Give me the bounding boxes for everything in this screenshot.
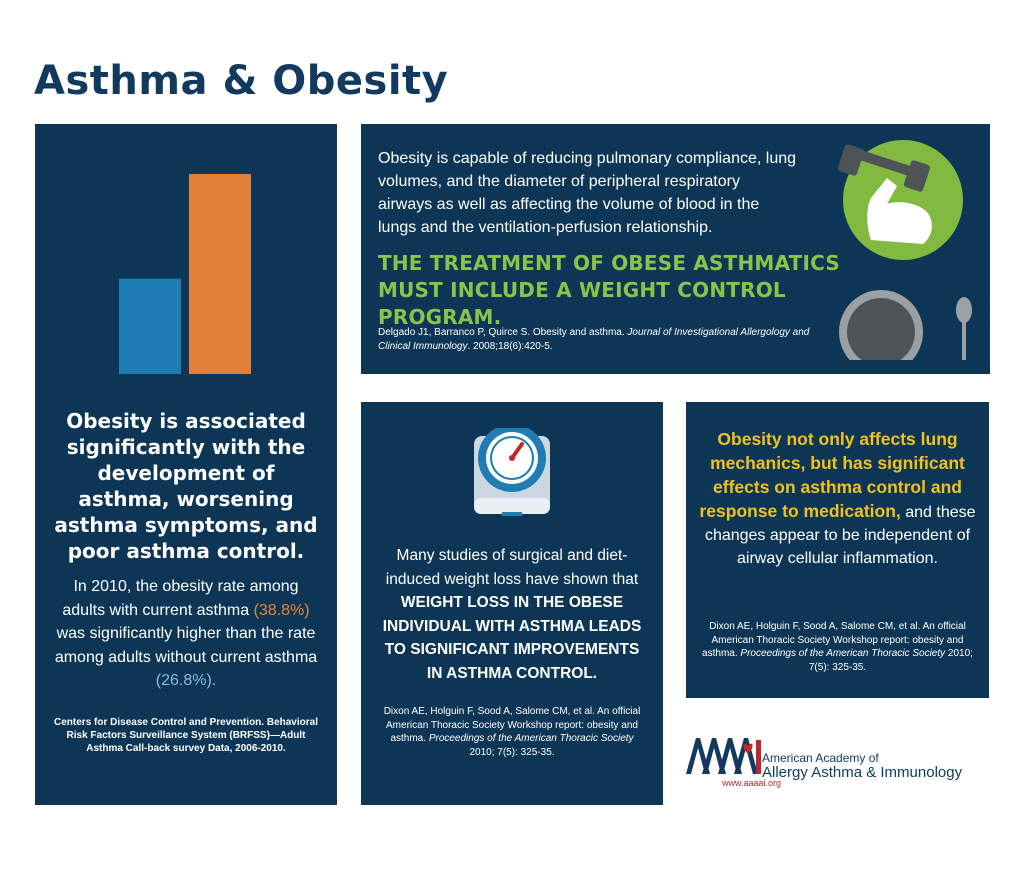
logo-name-line2: Allergy Asthma & Immunology (762, 764, 963, 781)
left-body: In 2010, the obesity rate among adults w… (51, 575, 321, 693)
mid-cite-details: 2010; 7(5): 325-35. (469, 746, 555, 758)
dumbbell-arm-icon (837, 140, 963, 260)
mid-body: Many studies of surgical and diet-induce… (375, 544, 649, 685)
weight-loss-panel: Many studies of surgical and diet-induce… (361, 402, 663, 805)
top-body: Obesity is capable of reducing pulmonary… (378, 150, 797, 236)
mid-cite-journal: Proceedings of the American Thoracic Soc… (428, 733, 634, 744)
top-cite-details: . 2008;18(6):420-5. (467, 341, 553, 352)
mid-cite-authors: Dixon AE, Holguin F, Sood A, Salome CM, … (383, 706, 641, 744)
right-cite-details: 2010; 7(5): 325-35. (808, 648, 973, 673)
top-cite-authors: Delgado J1, Barranco P, Quirce S. Obesit… (378, 327, 628, 338)
fitness-graphic (837, 140, 972, 360)
right-highlight: Obesity not only affects lung mechanics,… (699, 429, 965, 521)
weight-control-callout: THE TREATMENT OF OBESE ASTHMATICS MUST I… (378, 251, 840, 329)
left-body-prefix: In 2010, the obesity rate among adults w… (62, 578, 299, 619)
right-citation: Dixon AE, Holguin F, Sood A, Salome CM, … (700, 620, 975, 674)
left-body-middle: was significantly higher than the rate a… (54, 625, 318, 666)
left-citation: Centers for Disease Control and Preventi… (54, 717, 318, 754)
top-citation: Delgado J1, Barranco P, Quirce S. Obesit… (378, 326, 818, 354)
aaaai-logo[interactable]: www.aaaai.org American Academy of Allerg… (686, 736, 991, 792)
right-body: Obesity not only affects lung mechanics,… (698, 428, 977, 570)
spoon-icon (956, 297, 972, 360)
obesity-rate-bar-chart (119, 174, 251, 374)
lung-mechanics-panel: Obesity not only affects lung mechanics,… (686, 402, 989, 698)
bar-without-asthma (119, 278, 181, 374)
pulmonary-effects-panel: Obesity is capable of reducing pulmonary… (361, 124, 990, 374)
logo-name-line1: American Academy of (762, 751, 879, 765)
mid-citation: Dixon AE, Holguin F, Sood A, Salome CM, … (377, 705, 647, 759)
asthma-obesity-rate-panel: Obesity is associated significantly with… (35, 124, 337, 805)
right-body-text: and these changes appear to be independe… (704, 504, 976, 567)
bar-with-asthma (189, 174, 251, 374)
value-without-asthma: (26.8%). (155, 672, 217, 689)
right-cite-authors: Dixon AE, Holguin F, Sood A, Salome CM, … (702, 621, 966, 659)
logo-url[interactable]: www.aaaai.org (722, 778, 782, 788)
top-cite-journal: Journal of Investigational Allergology a… (378, 327, 810, 352)
right-cite-journal: Proceedings of the American Thoracic Soc… (740, 648, 946, 659)
aaaai-logo-mark (686, 738, 761, 774)
value-with-asthma: (38.8%) (253, 601, 310, 619)
page-title: Asthma & Obesity (34, 58, 449, 104)
scale-icon (474, 428, 550, 516)
left-heading: Obesity is associated significantly with… (54, 409, 318, 563)
plate-icon (839, 290, 923, 360)
mid-body-prefix: Many studies of surgical and diet-induce… (385, 547, 639, 588)
mid-body-strong: WEIGHT LOSS IN THE OBESE INDIVIDUAL WITH… (382, 594, 642, 682)
